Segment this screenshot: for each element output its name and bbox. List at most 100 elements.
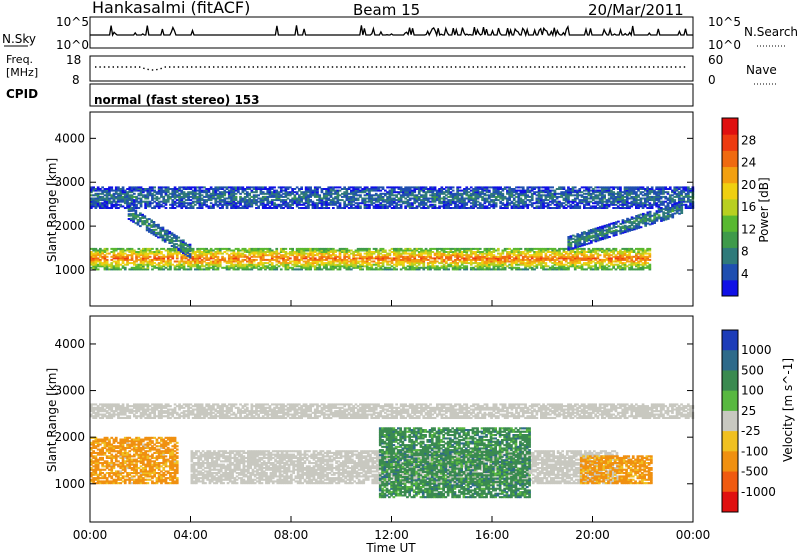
power-cell [520, 190, 523, 192]
power-cell [339, 202, 342, 204]
power-heatmap-cells [90, 186, 694, 270]
power-cell [327, 268, 330, 270]
power-cell [574, 194, 577, 196]
power-cell [597, 207, 600, 209]
power-cell [592, 196, 595, 198]
power-cell [556, 196, 559, 198]
power-cell [339, 190, 342, 192]
power-cell [441, 186, 444, 188]
power-cell [113, 261, 116, 263]
power-cell [108, 264, 111, 266]
power-cell [271, 186, 274, 188]
power-cell [357, 265, 360, 267]
power-cell [379, 256, 382, 258]
power-cell [271, 199, 274, 201]
power-cell [416, 186, 419, 188]
power-cell [300, 264, 303, 266]
power-cell [334, 186, 337, 188]
power-cell [497, 253, 500, 255]
power-cell [452, 207, 455, 209]
noise-right-label: N.Search [744, 25, 798, 39]
power-cell [350, 259, 353, 261]
power-cell [287, 202, 290, 204]
power-cell [590, 186, 593, 188]
power-cell [615, 254, 618, 256]
power-cell [508, 202, 511, 204]
power-cell [468, 194, 471, 196]
power-cell [187, 207, 190, 209]
power-cell [269, 264, 272, 266]
power-cell [461, 251, 464, 253]
power-cell [456, 186, 459, 188]
power-cell [409, 198, 412, 200]
power-cell [431, 248, 434, 250]
power-cell [327, 186, 330, 188]
power-cell [128, 262, 131, 264]
power-cell [533, 268, 536, 270]
power-cell [212, 188, 215, 190]
freq-left-tick-bottom: 8 [72, 73, 80, 87]
power-cell [327, 261, 330, 263]
power-cell [165, 250, 168, 252]
power-cell [592, 202, 595, 204]
power-cell [431, 251, 434, 253]
power-cell [323, 259, 326, 261]
power-cell [176, 261, 179, 263]
power-cell [549, 204, 552, 206]
power-cell [106, 256, 109, 258]
power-cell [603, 259, 606, 261]
power-cell [217, 186, 220, 188]
power-cell [463, 248, 466, 250]
power-cell [502, 250, 505, 252]
power-cell [275, 248, 278, 250]
power-cell [99, 193, 102, 195]
power-cell [533, 186, 536, 188]
power-cell [592, 248, 595, 250]
power-cell [359, 194, 362, 196]
power-cell [497, 248, 500, 250]
power-cell [642, 262, 645, 264]
power-cell [257, 186, 260, 188]
freq-right-tick-top: 60 [708, 53, 723, 67]
power-cell [257, 248, 260, 250]
power-cell [441, 201, 444, 203]
power-cell [242, 264, 245, 266]
power-cell [223, 186, 226, 188]
power-cell [153, 190, 156, 192]
power-cell [560, 248, 563, 250]
power-cell [160, 248, 163, 250]
power-cell [422, 250, 425, 252]
power-cell [470, 193, 473, 195]
power-cell [128, 254, 131, 256]
power-cell [140, 250, 143, 252]
power-cell [300, 191, 303, 193]
power-cell [201, 190, 204, 192]
power-cell [119, 248, 122, 250]
power-cell [282, 186, 285, 188]
power-cell [294, 191, 297, 193]
power-cell [592, 254, 595, 256]
power-cell [567, 186, 570, 188]
power-cell [316, 248, 319, 250]
power-cell [526, 248, 529, 250]
power-cell [260, 186, 263, 188]
power-cell [463, 188, 466, 190]
power-cell [212, 261, 215, 263]
power-cell [400, 253, 403, 255]
power-cell [578, 188, 581, 190]
power-cell [398, 191, 401, 193]
power-cell [612, 248, 615, 250]
power-cell [370, 186, 373, 188]
power-cell [201, 259, 204, 261]
power-cell [441, 265, 444, 267]
power-cell [508, 186, 511, 188]
power-cell [533, 248, 536, 250]
power-cell [434, 253, 437, 255]
power-cell [357, 202, 360, 204]
power-cell [563, 264, 566, 266]
power-cell [434, 204, 437, 206]
freq-dotted-line [95, 67, 688, 70]
power-cell [352, 186, 355, 188]
freq-right-label: Nave [746, 63, 777, 77]
power-cell [556, 201, 559, 203]
